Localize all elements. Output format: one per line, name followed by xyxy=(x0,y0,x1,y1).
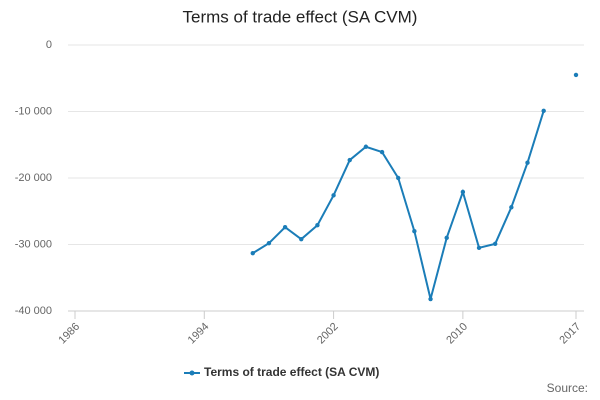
y-tick-label: -20 000 xyxy=(15,172,52,184)
point xyxy=(428,296,433,302)
point xyxy=(282,225,288,230)
point xyxy=(266,240,272,246)
x-tick-label: 2017 xyxy=(557,321,583,347)
point xyxy=(492,241,498,247)
point xyxy=(299,236,304,242)
legend-label: Terms of trade effect (SA CVM) xyxy=(204,365,379,379)
point xyxy=(250,250,255,256)
source-label: Source: xyxy=(547,381,588,395)
x-tick-label: 2002 xyxy=(315,321,341,347)
x-tick-label: 1994 xyxy=(186,321,212,347)
point xyxy=(379,149,385,155)
y-tick-label: -10 000 xyxy=(15,105,52,117)
point xyxy=(460,189,466,195)
y-tick-label: 0 xyxy=(46,39,52,51)
point xyxy=(573,72,579,78)
point xyxy=(476,245,482,251)
point xyxy=(444,235,449,241)
x-tick-label: 1986 xyxy=(56,321,82,347)
x-tick-label: 2010 xyxy=(444,321,470,347)
series-line xyxy=(253,75,576,299)
point xyxy=(525,160,530,165)
point xyxy=(541,108,546,114)
chart-title: Terms of trade effect (SA CVM) xyxy=(183,7,418,26)
point xyxy=(315,223,320,228)
point xyxy=(331,193,336,198)
y-tick-label: -40 000 xyxy=(15,305,52,317)
point xyxy=(347,157,352,163)
legend-marker xyxy=(189,370,195,376)
point xyxy=(363,144,369,149)
point xyxy=(412,229,417,234)
point xyxy=(509,205,514,210)
y-tick-label: -30 000 xyxy=(15,238,52,250)
point xyxy=(396,175,401,181)
